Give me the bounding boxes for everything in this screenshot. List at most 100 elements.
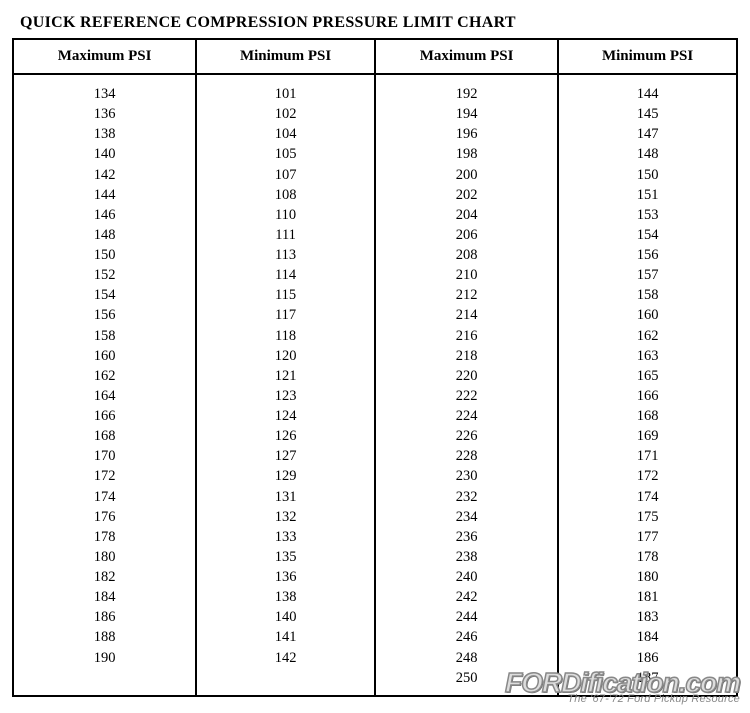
table-cell: 108 bbox=[196, 185, 375, 205]
table-cell: 176 bbox=[13, 507, 196, 527]
table-cell: 123 bbox=[196, 386, 375, 406]
table-row: 142107200150 bbox=[13, 165, 737, 185]
table-cell: 110 bbox=[196, 205, 375, 225]
table-row: 140105198148 bbox=[13, 144, 737, 164]
table-cell: 157 bbox=[558, 265, 737, 285]
table-cell: 222 bbox=[375, 386, 558, 406]
table-cell: 186 bbox=[558, 648, 737, 668]
table-cell: 117 bbox=[196, 305, 375, 325]
table-cell: 138 bbox=[13, 124, 196, 144]
table-cell: 188 bbox=[13, 627, 196, 647]
table-cell: 184 bbox=[558, 627, 737, 647]
table-cell: 250 bbox=[375, 668, 558, 696]
table-cell: 165 bbox=[558, 366, 737, 386]
table-cell bbox=[13, 668, 196, 696]
table-row: 160120218163 bbox=[13, 346, 737, 366]
table-cell: 180 bbox=[13, 547, 196, 567]
chart-container: QUICK REFERENCE COMPRESSION PRESSURE LIM… bbox=[0, 0, 750, 707]
table-cell: 166 bbox=[558, 386, 737, 406]
table-cell: 238 bbox=[375, 547, 558, 567]
table-cell: 140 bbox=[13, 144, 196, 164]
table-row: 136102194145 bbox=[13, 104, 737, 124]
table-cell: 242 bbox=[375, 587, 558, 607]
table-cell: 210 bbox=[375, 265, 558, 285]
table-cell: 183 bbox=[558, 607, 737, 627]
table-cell: 248 bbox=[375, 648, 558, 668]
table-cell: 163 bbox=[558, 346, 737, 366]
col-header-max2: Maximum PSI bbox=[375, 39, 558, 74]
table-cell: 146 bbox=[13, 205, 196, 225]
table-cell: 174 bbox=[13, 487, 196, 507]
table-cell: 171 bbox=[558, 446, 737, 466]
table-cell: 145 bbox=[558, 104, 737, 124]
table-cell: 150 bbox=[558, 165, 737, 185]
table-cell: 131 bbox=[196, 487, 375, 507]
table-cell: 208 bbox=[375, 245, 558, 265]
col-header-min2: Minimum PSI bbox=[558, 39, 737, 74]
table-row: 148111206154 bbox=[13, 225, 737, 245]
col-header-max1: Maximum PSI bbox=[13, 39, 196, 74]
table-cell: 160 bbox=[13, 346, 196, 366]
table-row: 156117214160 bbox=[13, 305, 737, 325]
table-cell: 154 bbox=[13, 285, 196, 305]
table-cell: 172 bbox=[558, 466, 737, 486]
table-cell: 135 bbox=[196, 547, 375, 567]
table-row: 172129230172 bbox=[13, 466, 737, 486]
table-cell bbox=[196, 668, 375, 696]
table-cell: 192 bbox=[375, 74, 558, 104]
table-cell: 148 bbox=[558, 144, 737, 164]
table-row: 184138242181 bbox=[13, 587, 737, 607]
table-cell: 200 bbox=[375, 165, 558, 185]
table-row: 152114210157 bbox=[13, 265, 737, 285]
table-cell: 158 bbox=[13, 326, 196, 346]
table-cell: 182 bbox=[13, 567, 196, 587]
table-cell: 156 bbox=[558, 245, 737, 265]
table-cell: 115 bbox=[196, 285, 375, 305]
table-cell: 160 bbox=[558, 305, 737, 325]
table-cell: 187 bbox=[558, 668, 737, 696]
table-row: 158118216162 bbox=[13, 326, 737, 346]
table-cell: 144 bbox=[13, 185, 196, 205]
table-cell: 228 bbox=[375, 446, 558, 466]
table-cell: 244 bbox=[375, 607, 558, 627]
table-cell: 190 bbox=[13, 648, 196, 668]
table-row: 166124224168 bbox=[13, 406, 737, 426]
table-cell: 101 bbox=[196, 74, 375, 104]
table-cell: 111 bbox=[196, 225, 375, 245]
table-cell: 126 bbox=[196, 426, 375, 446]
table-cell: 240 bbox=[375, 567, 558, 587]
table-row: 134101192144 bbox=[13, 74, 737, 104]
table-cell: 136 bbox=[196, 567, 375, 587]
table-cell: 118 bbox=[196, 326, 375, 346]
table-cell: 232 bbox=[375, 487, 558, 507]
table-cell: 114 bbox=[196, 265, 375, 285]
table-cell: 154 bbox=[558, 225, 737, 245]
table-cell: 162 bbox=[13, 366, 196, 386]
table-row: 154115212158 bbox=[13, 285, 737, 305]
table-row: 190142248186 bbox=[13, 648, 737, 668]
table-cell: 172 bbox=[13, 466, 196, 486]
table-cell: 170 bbox=[13, 446, 196, 466]
table-cell: 226 bbox=[375, 426, 558, 446]
table-cell: 142 bbox=[196, 648, 375, 668]
table-cell: 162 bbox=[558, 326, 737, 346]
table-cell: 127 bbox=[196, 446, 375, 466]
table-cell: 218 bbox=[375, 346, 558, 366]
table-row: 174131232174 bbox=[13, 487, 737, 507]
table-cell: 166 bbox=[13, 406, 196, 426]
table-cell: 174 bbox=[558, 487, 737, 507]
table-cell: 140 bbox=[196, 607, 375, 627]
table-row: 168126226169 bbox=[13, 426, 737, 446]
table-cell: 206 bbox=[375, 225, 558, 245]
table-body: 1341011921441361021941451381041961471401… bbox=[13, 74, 737, 696]
table-row: 170127228171 bbox=[13, 446, 737, 466]
table-row: 138104196147 bbox=[13, 124, 737, 144]
table-cell: 178 bbox=[13, 527, 196, 547]
table-cell: 141 bbox=[196, 627, 375, 647]
pressure-table: Maximum PSI Minimum PSI Maximum PSI Mini… bbox=[12, 38, 738, 697]
table-cell: 198 bbox=[375, 144, 558, 164]
table-row: 150113208156 bbox=[13, 245, 737, 265]
table-row: 250187 bbox=[13, 668, 737, 696]
table-cell: 121 bbox=[196, 366, 375, 386]
table-cell: 102 bbox=[196, 104, 375, 124]
